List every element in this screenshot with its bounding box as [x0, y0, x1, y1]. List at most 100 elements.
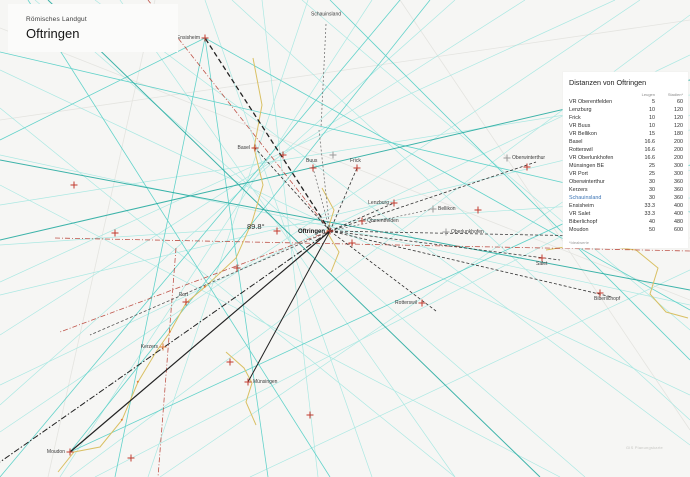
cross-icon — [273, 227, 281, 235]
marker-label: Münsingen — [253, 379, 278, 385]
route-dot-icon — [203, 285, 207, 289]
place-name: Rotterswil — [569, 147, 593, 154]
leugen-value: 5 — [652, 99, 655, 106]
place-name: Basel — [569, 139, 583, 146]
marker-label: Oberlunkhofen — [451, 229, 484, 235]
cross-icon — [358, 217, 366, 225]
leugen-value: 10 — [649, 115, 655, 122]
route-dot-icon — [136, 380, 140, 384]
leugen-value: 16.6 — [644, 155, 656, 162]
table-row-biberlichopf: Biberlichopf 40 480 — [569, 219, 683, 227]
table-footnote: *Idealwerte — [569, 240, 590, 245]
leugen-value: 33.3 — [644, 211, 656, 218]
plus-icon — [429, 205, 437, 213]
cross-icon — [326, 227, 334, 235]
stadien-value: 300 — [674, 171, 683, 178]
table-row-frick: Frick 10 120 — [569, 115, 683, 123]
place-name: Oberwinterthur — [569, 179, 605, 186]
table-row-vr-salet: VR Salet 33.3 400 — [569, 211, 683, 219]
distance-table-rows: VR Oberentfelden 5 60 Lenzburg 10 120 Frick 10 1… — [569, 99, 683, 235]
cross-icon — [226, 358, 234, 366]
page-subtitle: Römisches Landgut — [26, 16, 87, 23]
table-row-rotterswil: Rotterswil 16.6 200 — [569, 147, 683, 155]
angle-annotation: 89.8° — [247, 222, 265, 231]
cross-icon — [159, 343, 167, 351]
stadien-value: 200 — [674, 147, 683, 154]
marker-label: Schauinsland — [310, 11, 342, 18]
cross-icon — [279, 151, 287, 159]
marker-label: Bellikon — [438, 206, 456, 212]
table-row-lenzburg: Lenzburg 10 120 — [569, 107, 683, 115]
table-row-schauinsland: Schauinsland 30 360 — [569, 195, 683, 203]
column-header-leugen: Leugen — [641, 92, 655, 97]
angle-lines-red — [54, 0, 690, 477]
place-name: Ensisheim — [569, 203, 594, 210]
cross-icon — [596, 289, 604, 297]
marker-label: Biberlichopf — [594, 296, 621, 302]
cross-icon — [309, 164, 317, 172]
marker-label: Buus — [306, 158, 318, 164]
plus-icon — [503, 154, 511, 162]
place-name: Frick — [569, 115, 581, 122]
marker-label: Port — [179, 292, 189, 298]
cross-icon — [201, 34, 209, 42]
leugen-value: 15 — [649, 131, 655, 138]
stadien-value: 120 — [674, 107, 683, 114]
stadien-value: 180 — [674, 131, 683, 138]
marker-label: Ensisheim — [176, 35, 200, 41]
table-row-basel: Basel 16.6 200 — [569, 139, 683, 147]
place-name: VR Oberentfelden — [569, 99, 613, 106]
place-name: VR Salet — [569, 211, 591, 218]
stadien-value: 480 — [674, 219, 683, 226]
stadien-value: 60 — [677, 99, 683, 106]
cross-icon — [111, 229, 119, 237]
column-header-stadien: Stadien* — [667, 92, 683, 97]
cross-icon — [127, 454, 135, 462]
cross-icon — [70, 181, 78, 189]
stadien-value: 300 — [674, 163, 683, 170]
distance-table-title: Distanzen von Oftringen — [569, 78, 647, 87]
leugen-value: 10 — [649, 123, 655, 130]
leugen-value: 33.3 — [644, 203, 656, 210]
page-title: Oftringen — [26, 26, 80, 41]
table-row-vr-port: VR Port 25 300 — [569, 171, 683, 179]
leugen-value: 25 — [649, 163, 655, 170]
place-name: Kerzers — [569, 187, 588, 194]
stadien-value: 360 — [674, 187, 683, 194]
place-name: Moudon — [569, 227, 589, 234]
table-row-m-nsingen-be: Münsingen BE 25 300 — [569, 163, 683, 171]
leugen-value: 30 — [649, 187, 655, 194]
cross-icon — [418, 299, 426, 307]
cross-icon — [182, 298, 190, 306]
marker-label: Moudon — [46, 449, 65, 455]
table-row-vr-oberentfelden: VR Oberentfelden 5 60 — [569, 99, 683, 107]
leugen-value: 50 — [649, 227, 655, 234]
marker-label: Lenzburg — [368, 200, 389, 206]
table-row-ensisheim: Ensisheim 33.3 400 — [569, 203, 683, 211]
map-attribution: GIS Planungskarte — [626, 445, 663, 450]
place-name: VR Port — [569, 171, 588, 178]
marker-label: Oftringen — [298, 229, 325, 235]
place-name[interactable]: Schauinsland — [569, 195, 602, 202]
stadien-value: 400 — [674, 203, 683, 210]
stadien-value: 360 — [674, 179, 683, 186]
cross-icon — [474, 206, 482, 214]
title-box: Römisches Landgut Oftringen — [8, 4, 178, 52]
table-row-vr-buus: VR Buus 10 120 — [569, 123, 683, 131]
header-spacer — [569, 92, 627, 97]
place-name: VR Bellikon — [569, 131, 597, 138]
cross-icon — [306, 411, 314, 419]
distance-table-panel: Distanzen von Oftringen Leugen Stadien* … — [563, 72, 688, 248]
plus-icon — [329, 151, 337, 159]
leugen-value: 25 — [649, 171, 655, 178]
cross-icon — [251, 144, 259, 152]
route-dot-icon — [168, 330, 172, 334]
cross-icon — [353, 164, 361, 172]
cross-icon — [348, 239, 356, 247]
leugen-value: 16.6 — [644, 147, 656, 154]
cross-icon — [66, 448, 74, 456]
table-row-kerzers: Kerzers 30 360 — [569, 187, 683, 195]
leugen-value: 30 — [649, 195, 655, 202]
